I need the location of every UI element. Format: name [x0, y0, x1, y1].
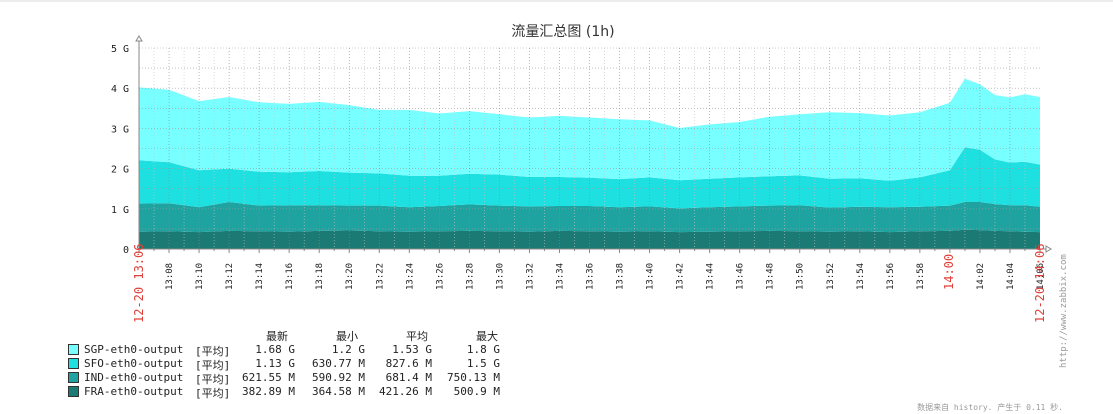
x-tick-label: 13:22 [375, 263, 385, 290]
y-axis-labels: 0 1 G 2 G 3 G 4 G 5 G [111, 44, 129, 256]
x-tick-label: 13:32 [525, 263, 535, 290]
legend-swatch [68, 372, 79, 383]
x-tick-label: 13:44 [706, 263, 716, 290]
x-axis-labels: 13:08 13:10 13:12 13:14 13:16 13:18 13:20 13:22… [132, 244, 1047, 323]
x-end-label: 12-20 14:06 [1033, 244, 1047, 323]
legend-aggregate: [平均] [195, 387, 231, 400]
x-start-label: 12-20 13:06 [132, 244, 146, 323]
legend-min: 364.58 M [312, 385, 365, 398]
x-tick-label: 13:18 [315, 263, 325, 290]
x-tick-label: 13:14 [255, 263, 265, 290]
x-tick-label: 13:12 [225, 263, 235, 290]
x-tick-label: 13:16 [285, 263, 295, 290]
top-divider [0, 0, 1113, 2]
legend-max: 750.13 M [447, 371, 500, 384]
x-tick-label: 14:06 [1036, 263, 1046, 290]
legend-aggregate: [平均] [195, 373, 231, 386]
zabbix-watermark: http://www.zabbix.com [1059, 254, 1069, 368]
x-tick-label: 13:36 [586, 263, 596, 290]
x-tick-label: 13:50 [796, 263, 806, 290]
legend-avg: 681.4 M [385, 371, 432, 384]
x-tick-label: 13:42 [676, 263, 686, 290]
x-axis-arrow [1045, 245, 1052, 253]
x-tick-label: 13:24 [405, 263, 415, 290]
legend-header-avg: 平均 [406, 330, 428, 343]
legend-aggregate: [平均] [195, 345, 231, 358]
chart-title: 流量汇总图 (1h) [511, 24, 614, 40]
x-tick-label: 13:34 [555, 263, 565, 290]
x-tick-label: 13:52 [826, 263, 836, 290]
y-tick-label: 3 G [111, 124, 129, 135]
legend-header-latest: 最新 [266, 330, 288, 343]
y-tick-label: 2 G [111, 165, 129, 176]
legend-avg: 827.6 M [385, 357, 432, 370]
x-tick-label: 13:48 [766, 263, 776, 290]
chart-areas [139, 78, 1040, 249]
legend-header-min: 最小 [336, 330, 358, 343]
legend-avg: 421.26 M [379, 385, 432, 398]
legend-series-name: FRA-eth0-output [84, 385, 184, 398]
x-tick-label: 14:00 [942, 254, 956, 290]
legend-swatch [68, 358, 79, 369]
legend-latest: 1.68 G [255, 343, 295, 356]
x-tick-label: 13:46 [736, 263, 746, 290]
y-axis-arrow [135, 35, 143, 42]
x-tick-label: 13:40 [646, 263, 656, 290]
legend-swatch [68, 386, 79, 397]
legend-max: 1.5 G [466, 357, 500, 370]
legend-min: 630.77 M [312, 357, 365, 370]
x-tick-label: 13:38 [616, 263, 626, 290]
legend-header-max: 最大 [476, 330, 498, 343]
legend-max: 1.8 G [466, 343, 500, 356]
chart-axes [135, 35, 1052, 253]
x-tick-label: 13:08 [165, 263, 175, 290]
x-tick-label: 14:02 [976, 263, 986, 290]
y-tick-label: 1 G [111, 205, 129, 216]
legend-series-name: SGP-eth0-output [84, 343, 184, 356]
chart-grid [139, 47, 1040, 249]
footer-note: 数据来自 history. 产生于 0.11 秒. [917, 402, 1063, 412]
legend-latest: 382.89 M [242, 385, 295, 398]
legend-latest: 621.55 M [242, 371, 295, 384]
x-tick-label: 13:20 [345, 263, 355, 290]
x-tick-label: 13:30 [495, 263, 505, 290]
y-tick-label: 5 G [111, 44, 129, 55]
x-tick-label: 14:04 [1006, 263, 1016, 290]
x-tick-label: 13:28 [465, 263, 475, 290]
legend-series-name: IND-eth0-output [84, 371, 184, 384]
legend-avg: 1.53 G [392, 343, 432, 356]
legend-max: 500.9 M [453, 385, 500, 398]
x-tick-label: 13:10 [195, 263, 205, 290]
x-tick-label: 13:58 [916, 263, 926, 290]
legend-swatch [68, 344, 79, 355]
x-tick-label: 13:56 [886, 263, 896, 290]
legend-series-name: SFO-eth0-output [84, 357, 184, 370]
legend-min: 1.2 G [331, 343, 365, 356]
area-ind [139, 202, 1040, 233]
y-tick-label: 0 [123, 245, 129, 256]
legend-latest: 1.13 G [255, 357, 295, 370]
x-tick-label: 13:54 [856, 263, 866, 290]
legend-min: 590.92 M [312, 371, 365, 384]
y-tick-label: 4 G [111, 84, 129, 95]
x-tick-label: 13:26 [435, 263, 445, 290]
legend-aggregate: [平均] [195, 359, 231, 372]
